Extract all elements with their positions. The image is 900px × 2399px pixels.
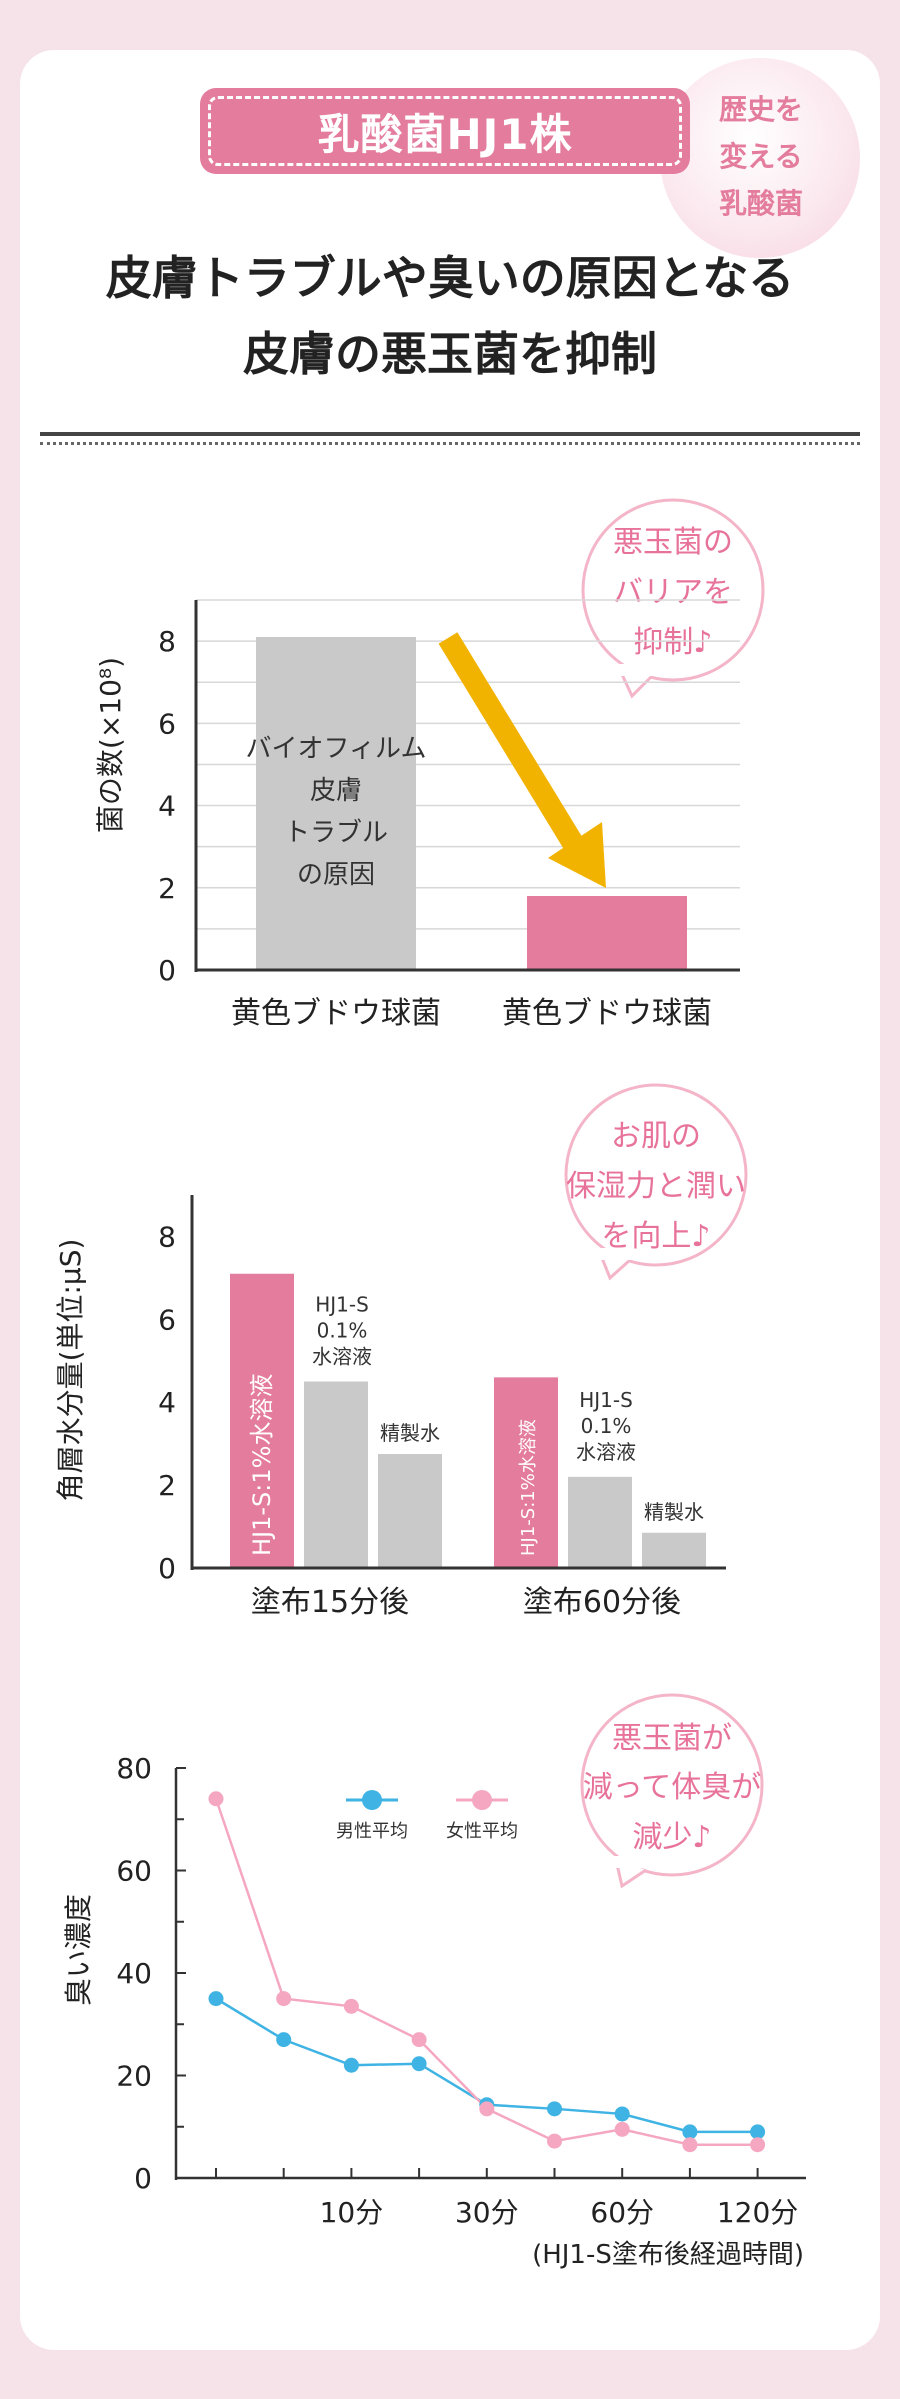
y-tick-label: 8 <box>158 625 176 658</box>
y-axis-label: 臭い濃度 <box>62 1894 95 2006</box>
data-point <box>479 2101 495 2117</box>
x-tick-label: 塗布60分後 <box>523 1585 681 1620</box>
data-point <box>547 2133 562 2149</box>
y-tick-label: 0 <box>158 1552 176 1585</box>
bar-annotation: の原因 <box>297 860 375 890</box>
tagline-line-1: 歴史を <box>718 93 803 126</box>
bubble-line: 減って体臭が <box>583 1770 762 1805</box>
tagline-line-3: 乳酸菌 <box>718 187 803 220</box>
bar <box>494 1377 558 1568</box>
x-tick-label: 60分 <box>590 2196 654 2229</box>
legend-swatch-dot <box>472 1790 492 1810</box>
y-tick-label: 2 <box>158 1469 176 1502</box>
y-tick-label: 0 <box>158 954 176 987</box>
x-tick-label: 10分 <box>320 2196 384 2229</box>
data-point <box>682 2124 698 2140</box>
data-point <box>547 2101 562 2117</box>
data-point <box>276 2032 292 2048</box>
y-tick-label: 20 <box>116 2060 152 2093</box>
speech-bubble-moisture: お肌の 保湿力と潤い を向上♪ <box>564 1083 748 1281</box>
bubble-line: 抑制♪ <box>633 625 712 660</box>
series-label: 水溶液 <box>576 1440 636 1464</box>
headline-line-1: 皮膚トラブルや臭いの原因となる <box>105 251 795 305</box>
data-point <box>208 1791 224 1807</box>
skin-moisture-chart: お肌の 保湿力と潤い を向上♪ 0 2 4 6 8 HJ1-S:1%水溶液 HJ1-S:1%… <box>54 1083 748 1620</box>
strain-badge-label: 乳酸菌HJ1株 <box>208 96 682 166</box>
legend-label: 女性平均 <box>446 1821 518 1842</box>
y-axis-label: 菌の数(×10⁸) <box>94 657 127 833</box>
odor-intensity-chart: 悪玉菌が 減って体臭が 減少♪ 男性平均 女性平均 0 20 40 60 80 10分 30分… <box>62 1693 806 2270</box>
bubble-line: お肌の <box>611 1119 701 1154</box>
y-tick-label: 4 <box>158 790 176 823</box>
legend-label: 男性平均 <box>336 1821 408 1842</box>
bar <box>378 1454 442 1568</box>
bar <box>256 637 416 970</box>
data-point <box>411 2056 427 2072</box>
series-label: 精製水 <box>644 1500 704 1524</box>
divider-dotted <box>40 442 860 445</box>
y-axis-label: 角層水分量(単位:μS) <box>54 1239 87 1502</box>
x-axis-label: (HJ1-S塗布後経過時間) <box>532 2240 804 2270</box>
series-label: HJ1-S <box>315 1293 369 1317</box>
data-point <box>750 2124 766 2140</box>
speech-bubble-odor: 悪玉菌が 減って体臭が 減少♪ <box>580 1693 764 1889</box>
bar <box>304 1381 368 1568</box>
data-point <box>276 1991 292 2007</box>
bubble-line: バリアを <box>613 575 733 610</box>
x-tick-label: 黄色ブドウ球菌 <box>502 996 712 1031</box>
bar-annotation: 皮膚 <box>310 776 362 806</box>
bubble-line: 保湿力と潤い <box>566 1169 746 1204</box>
y-tick-label: 2 <box>158 872 176 905</box>
series-label: 水溶液 <box>312 1345 372 1369</box>
data-point <box>682 2137 698 2153</box>
tagline-circle: 歴史を 変える 乳酸菌 <box>660 58 860 258</box>
y-tick-label: 0 <box>134 2162 152 2195</box>
data-point <box>411 2032 427 2048</box>
data-point <box>614 2121 630 2137</box>
bubble-line: 悪玉菌が <box>612 1721 732 1756</box>
data-point <box>343 1998 359 2014</box>
series-label: HJ1-S:1%水溶液 <box>518 1419 539 1556</box>
bubble-line: を向上♪ <box>601 1219 710 1254</box>
series-label: HJ1-S <box>579 1388 633 1412</box>
strain-badge: 乳酸菌HJ1株 <box>200 88 690 174</box>
bubble-line: 減少♪ <box>632 1820 711 1855</box>
x-tick-label: 120分 <box>717 2196 798 2229</box>
trend-arrow-head <box>548 822 606 888</box>
x-tick-label: 黄色ブドウ球菌 <box>231 996 441 1031</box>
bar <box>568 1476 632 1568</box>
legend-swatch-dot <box>362 1790 382 1810</box>
y-tick-label: 40 <box>116 1957 152 1990</box>
data-point <box>614 2106 630 2122</box>
series-label: 精製水 <box>380 1421 440 1445</box>
y-tick-label: 60 <box>116 1855 152 1888</box>
data-point <box>750 2137 766 2153</box>
bar <box>527 896 687 970</box>
bar <box>230 1273 294 1568</box>
bar-annotation: バイオフィルム <box>246 734 427 764</box>
y-tick-label: 4 <box>158 1386 176 1419</box>
bar <box>642 1532 706 1568</box>
data-point <box>208 1991 224 2007</box>
bacteria-count-chart: 悪玉菌の バリアを 抑制♪ 0 2 4 6 8 黄色ブドウ球菌 黄色ブドウ球菌 バイオフィルム… <box>94 498 765 1031</box>
x-tick-label: 塗布15分後 <box>251 1585 409 1620</box>
headline-line-2: 皮膚の悪玉菌を抑制 <box>243 327 657 381</box>
series-label: HJ1-S:1%水溶液 <box>248 1374 276 1556</box>
series-label: 0.1% <box>317 1319 368 1343</box>
divider-solid <box>40 432 860 436</box>
bubble-line: 悪玉菌の <box>613 525 733 560</box>
speech-bubble-barrier: 悪玉菌の バリアを 抑制♪ <box>581 498 765 699</box>
y-tick-label: 8 <box>158 1220 176 1253</box>
y-tick-label: 6 <box>158 707 176 740</box>
x-tick-label: 30分 <box>455 2196 519 2229</box>
series-label: 0.1% <box>581 1414 632 1438</box>
bar-annotation: トラブル <box>284 818 388 848</box>
data-point <box>343 2057 359 2073</box>
tagline-line-2: 変える <box>719 140 803 173</box>
y-tick-label: 6 <box>158 1303 176 1336</box>
y-tick-label: 80 <box>116 1752 152 1785</box>
trend-arrow-shaft <box>438 632 586 854</box>
